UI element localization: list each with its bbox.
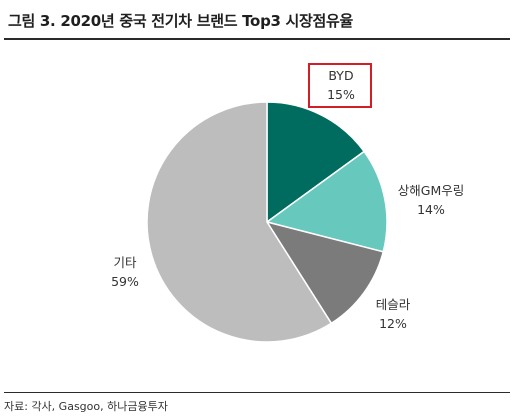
bottom-divider [4,392,510,393]
slice-label-others: 기타 59% [111,253,139,291]
slice-name: 상해GM우링 [397,183,465,198]
slice-name: 기타 [113,255,137,270]
chart-title: 그림 3. 2020년 중국 전기차 브랜드 Top3 시장점유율 [8,12,354,30]
source-note: 자료: 각사, Gasgoo, 하나금융투자 [4,400,168,413]
slice-name: BYD [328,68,354,83]
slice-value: 15% [327,87,355,102]
pie-slice-3 [146,101,333,343]
slice-value: 59% [111,274,139,289]
slice-value: 12% [379,316,407,331]
pie-slice-0 [266,101,366,224]
slice-label-byd: BYD 15% [327,66,355,104]
slice-label-sgmw: 상해GM우링 14% [398,181,464,219]
top-divider [4,38,510,40]
byd-highlight-box [308,63,372,108]
slice-label-tesla: 테슬라 12% [376,295,411,333]
pie-slice-2 [265,220,385,325]
slice-value: 14% [417,202,445,217]
pie-slice-1 [265,150,388,253]
slice-name: 테슬라 [375,297,411,312]
